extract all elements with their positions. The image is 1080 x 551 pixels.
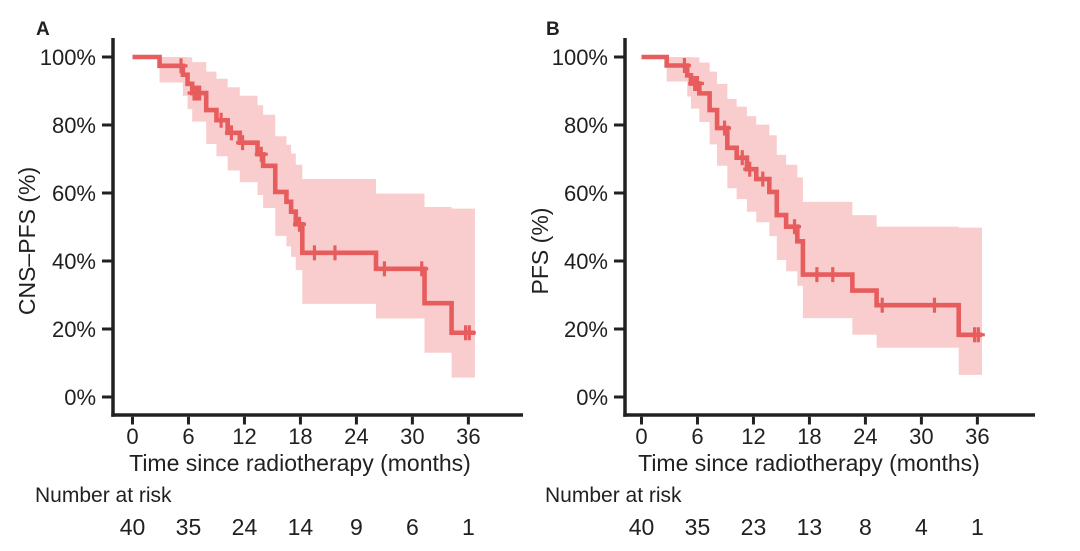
x-tick-label: 30 [909, 424, 933, 449]
x-tick-label: 0 [126, 424, 138, 449]
risk-count: 1 [970, 514, 984, 540]
y-tick-label: 60% [564, 181, 608, 206]
confidence-band [666, 57, 983, 375]
panel-b-plot: 0% 20% 40% 60% 80% 100% 0 6 12 18 24 30 36 [552, 38, 1035, 449]
y-tick-label: 100% [40, 45, 96, 70]
panel-a-y-axis-title: CNS–PFS (%) [14, 166, 40, 316]
panel-b-x-axis-title: Time since radiotherapy (months) [638, 450, 980, 476]
panel-a-risk-row: 40 35 24 14 9 6 1 [0, 514, 1080, 544]
x-tick-label: 12 [232, 424, 256, 449]
x-tick-label: 12 [741, 424, 765, 449]
risk-count: 35 [684, 514, 711, 540]
x-tick-label: 0 [635, 424, 647, 449]
y-tick-label: 60% [52, 181, 96, 206]
panel-a-letter: A [36, 19, 50, 40]
x-tick-label: 24 [853, 424, 877, 449]
y-tick-label: 20% [52, 317, 96, 342]
censor-marks [174, 58, 476, 341]
y-tick-label: 0% [64, 385, 96, 410]
censor-marks [677, 58, 985, 343]
y-tick-label: 80% [564, 113, 608, 138]
risk-count: 40 [119, 514, 146, 540]
panel-b-letter: B [546, 19, 560, 40]
risk-count: 6 [405, 514, 419, 540]
panel-b-risk-row: 40 35 23 13 8 4 1 [0, 514, 1080, 544]
panel-a-x-axis-title: Time since radiotherapy (months) [129, 450, 471, 476]
y-tick-label: 40% [564, 249, 608, 274]
x-tick-label: 36 [456, 424, 480, 449]
y-tick-label: 20% [564, 317, 608, 342]
y-tick-label: 100% [552, 45, 608, 70]
y-tick-label: 40% [52, 249, 96, 274]
risk-count: 40 [628, 514, 655, 540]
y-tick-label: 0% [576, 385, 608, 410]
y-tick-label: 80% [52, 113, 96, 138]
risk-count: 4 [914, 514, 928, 540]
panel-a-number-at-risk-label: Number at risk [35, 484, 172, 507]
panel-a-plot: 0% 20% 40% 60% 80% 100% 0 6 12 18 24 30 36 [40, 38, 523, 449]
risk-count: 1 [461, 514, 475, 540]
x-tick-label: 18 [797, 424, 821, 449]
panel-b-y-axis-title: PFS (%) [527, 207, 553, 295]
x-tick-label: 30 [400, 424, 424, 449]
x-tick-label: 36 [965, 424, 989, 449]
x-tick-label: 6 [182, 424, 194, 449]
risk-count: 13 [796, 514, 823, 540]
risk-count: 23 [740, 514, 767, 540]
x-tick-label: 6 [691, 424, 703, 449]
x-tick-label: 24 [344, 424, 368, 449]
panel-b-number-at-risk-label: Number at risk [545, 484, 682, 507]
risk-count: 24 [231, 514, 258, 540]
risk-count: 9 [350, 514, 363, 540]
risk-count: 35 [175, 514, 202, 540]
risk-count: 14 [287, 514, 314, 540]
x-tick-label: 18 [288, 424, 312, 449]
risk-count: 8 [859, 514, 872, 540]
